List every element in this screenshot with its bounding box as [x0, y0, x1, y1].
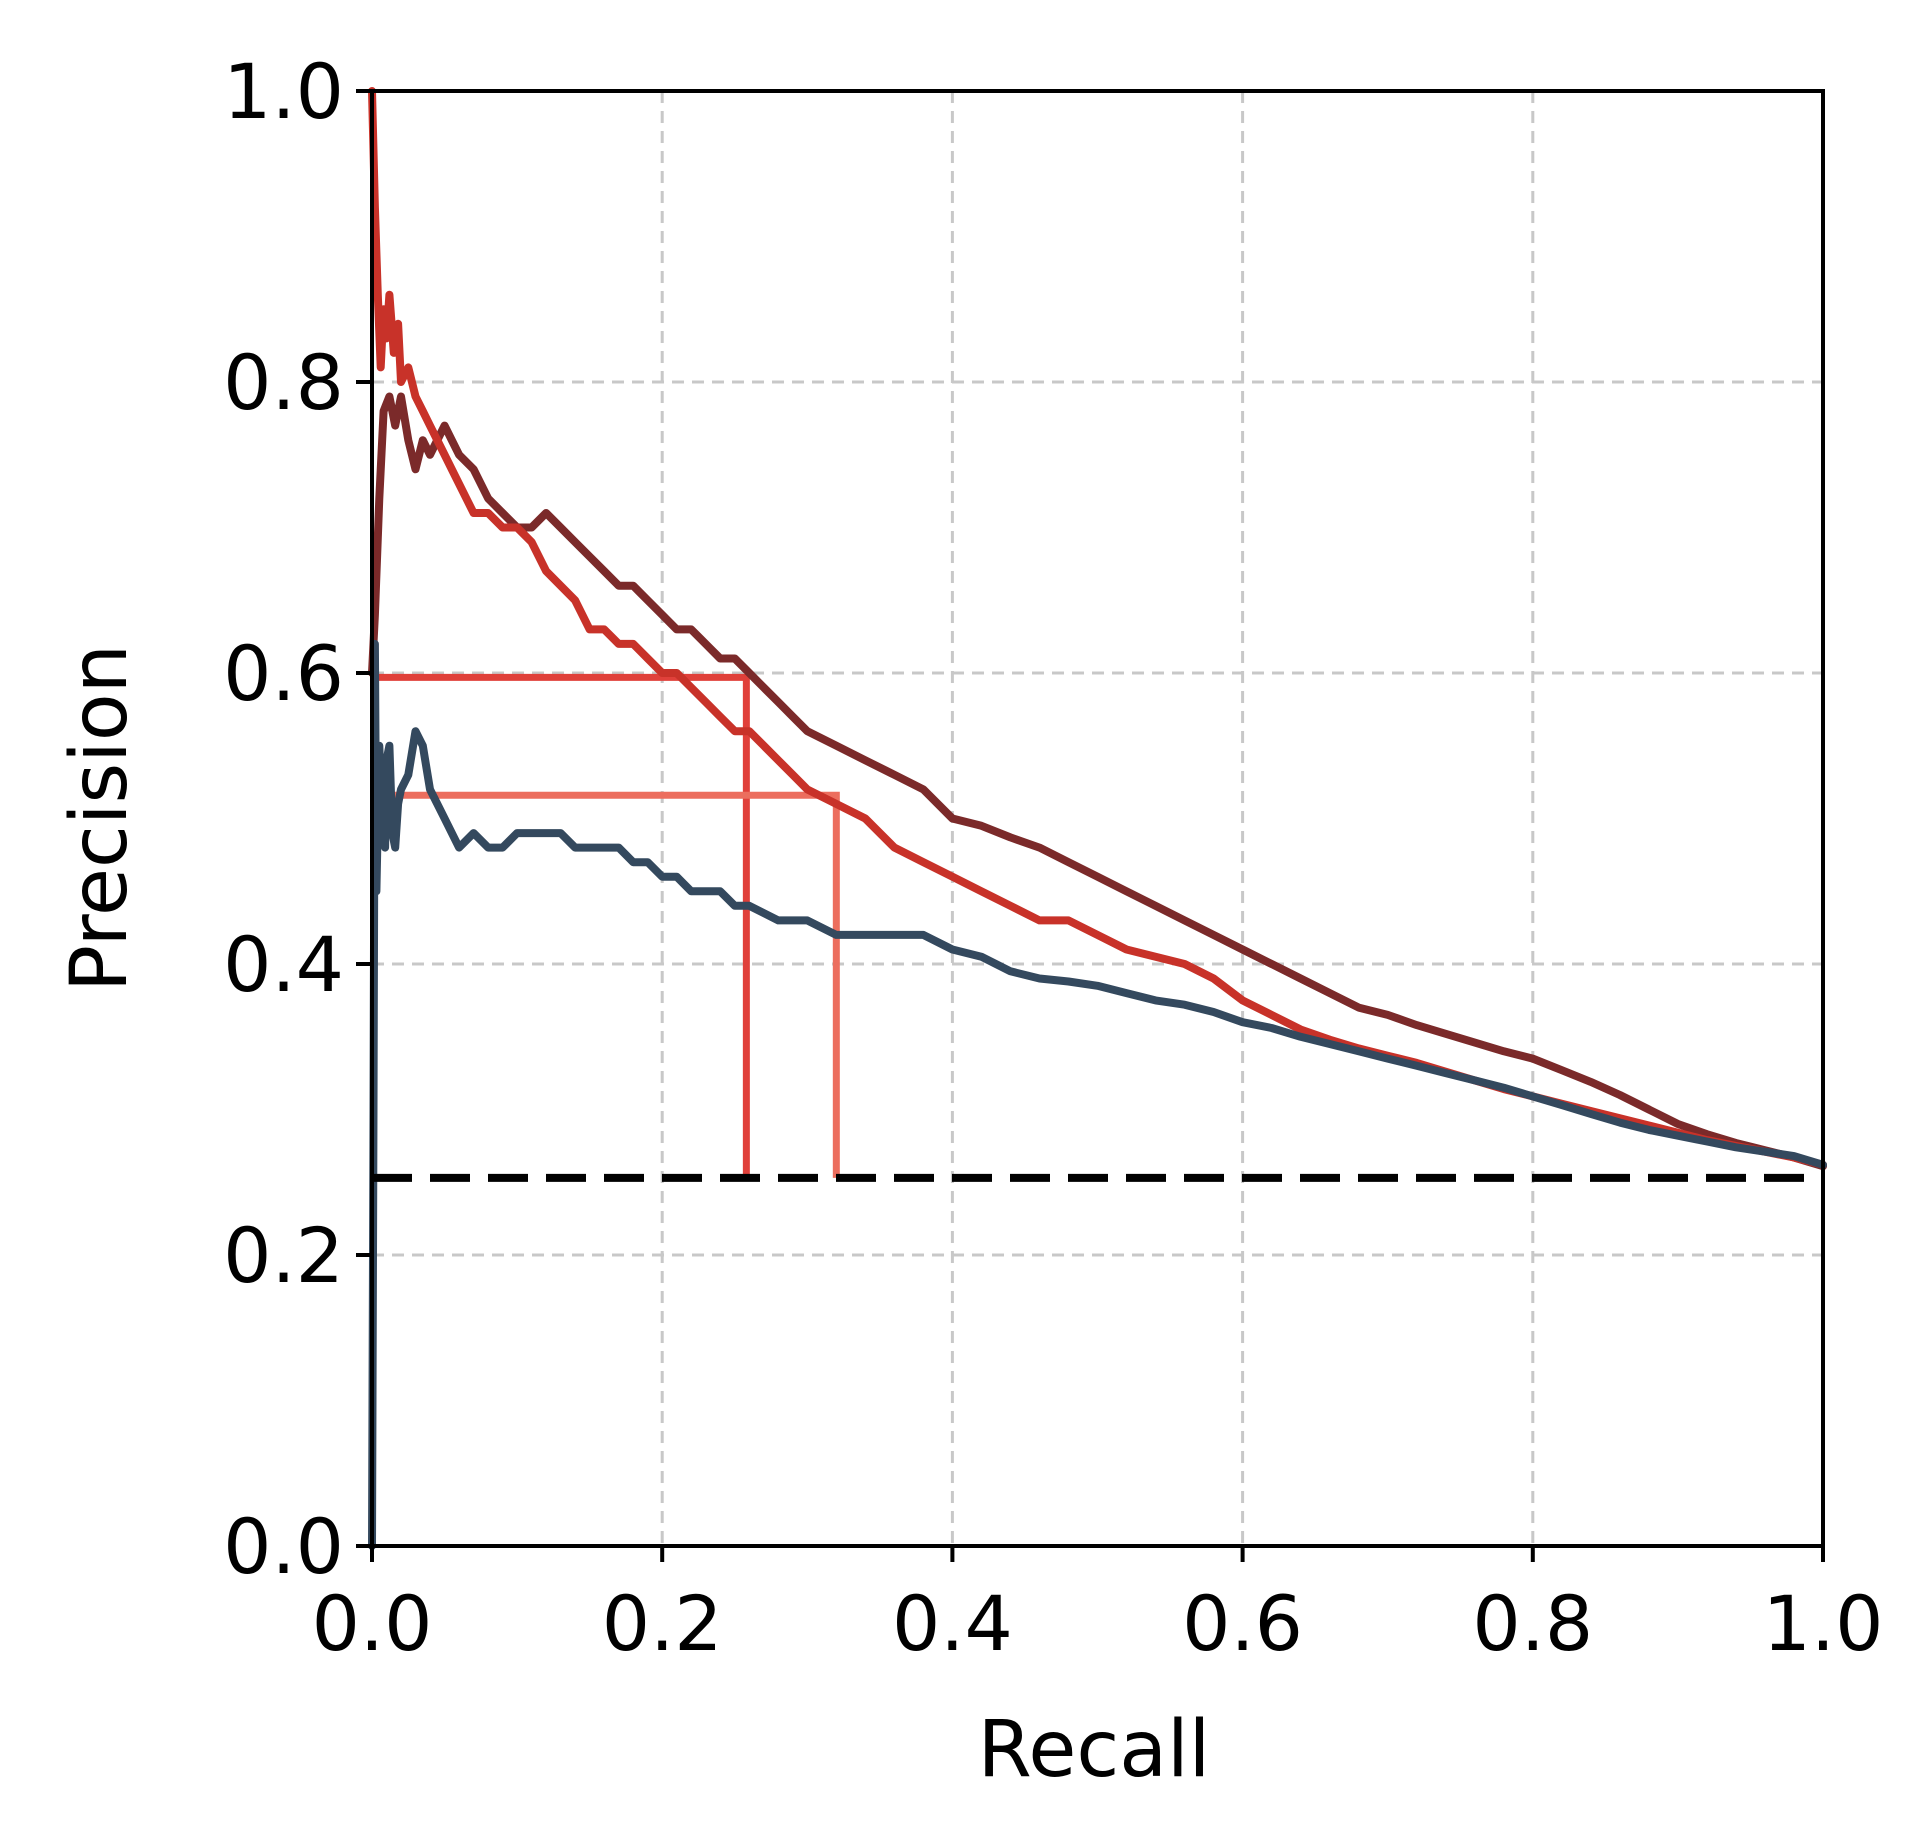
series-line-3: [368, 639, 1827, 1550]
series-lines: [368, 87, 1827, 1550]
y-tick-label: 0.2: [223, 1211, 344, 1300]
x-axis-label: Recall: [978, 1705, 1211, 1795]
plot-frame: [370, 89, 1825, 1548]
series-line-1: [368, 392, 1827, 1171]
x-tick-label: 0.4: [892, 1579, 1013, 1668]
x-tick-label: 1.0: [1763, 1579, 1884, 1668]
y-tick-label: 0.6: [223, 629, 344, 718]
x-tick-label: 0.2: [602, 1579, 723, 1668]
axis-ticks: 0.0 0.2 0.4 0.6 0.8 1.0 0.0 0.2 0.4 0.6 0.8 1.0: [223, 47, 1883, 1668]
threshold-markers: [372, 673, 840, 1178]
grid-lines: [372, 91, 1823, 1546]
y-axis-label: Precision: [55, 644, 145, 992]
x-tick-label: 0.0: [312, 1579, 433, 1668]
y-tick-label: 0.8: [223, 338, 344, 427]
threshold-marker-1: [372, 673, 750, 1178]
x-tick-label: 0.6: [1182, 1579, 1303, 1668]
series-line-2: [368, 87, 1827, 1169]
y-tick-label: 0.0: [223, 1502, 344, 1591]
threshold-marker-2: [372, 791, 840, 1178]
x-tick-label: 0.8: [1472, 1579, 1593, 1668]
y-tick-label: 0.4: [223, 920, 344, 1009]
y-tick-label: 1.0: [223, 47, 344, 136]
